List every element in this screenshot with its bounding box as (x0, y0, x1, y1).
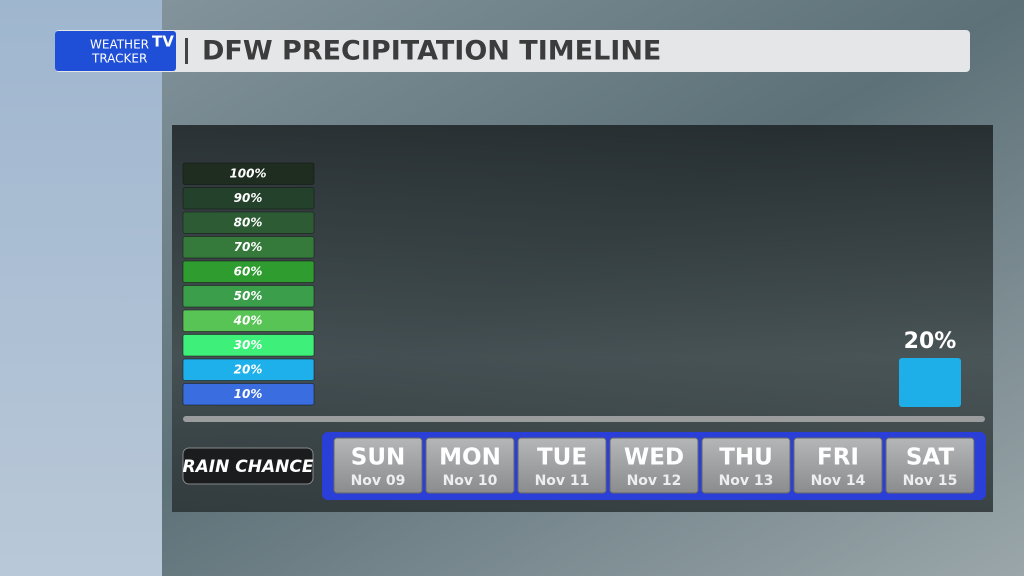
date-label: Nov 12 (627, 473, 682, 489)
baseline (183, 416, 985, 422)
y-tick-label: 80% (234, 215, 263, 229)
y-tick-label: 20% (234, 362, 263, 376)
side-panel (0, 0, 162, 576)
title-bar (55, 30, 970, 72)
y-tick-label: 100% (229, 166, 266, 180)
scale-box (182, 236, 315, 259)
y-tick-label: 40% (233, 313, 263, 327)
date-label: Nov 13 (719, 473, 774, 489)
day-label: WED (624, 445, 684, 471)
axis-label: RAIN CHANCE (183, 457, 314, 477)
scale-box (182, 187, 315, 210)
day-label: FRI (817, 445, 859, 471)
value-label: 20% (904, 329, 957, 354)
logo-text: TRACKER (91, 52, 147, 66)
date-label: Nov 11 (535, 473, 590, 489)
y-tick-label: 50% (234, 289, 263, 303)
scale-box (182, 334, 315, 357)
day-label: MON (439, 445, 501, 471)
scale-box (182, 260, 315, 283)
chart-title: DFW PRECIPITATION TIMELINE (202, 36, 661, 67)
scale-box (182, 162, 315, 185)
day-box (517, 437, 607, 494)
scale-box (182, 358, 315, 381)
date-label: Nov 09 (351, 473, 406, 489)
day-box (701, 437, 791, 494)
axis-label-box (182, 447, 314, 485)
y-tick-label: 10% (234, 387, 263, 401)
bar (899, 358, 961, 407)
day-label: SUN (351, 445, 406, 471)
day-box (885, 437, 975, 494)
divider (185, 38, 188, 64)
y-tick-label: 90% (234, 191, 263, 205)
scale-box (182, 211, 315, 234)
y-tick-label: 30% (234, 338, 263, 352)
day-label: THU (719, 445, 773, 471)
day-box (609, 437, 699, 494)
day-box (425, 437, 515, 494)
logo-text: WEATHER (90, 38, 149, 52)
day-box (793, 437, 883, 494)
day-box (333, 437, 423, 494)
date-label: Nov 15 (903, 473, 958, 489)
day-label: TUE (537, 445, 587, 471)
y-tick-label: 70% (234, 240, 263, 254)
date-label: Nov 10 (443, 473, 498, 489)
date-label: Nov 14 (811, 473, 866, 489)
day-label: SAT (906, 445, 955, 471)
scale-box (182, 285, 315, 308)
logo (55, 31, 176, 71)
y-tick-label: 60% (234, 264, 263, 278)
scale-box (182, 383, 315, 406)
scale-box (182, 309, 315, 332)
logo-badge: TV (152, 33, 174, 51)
